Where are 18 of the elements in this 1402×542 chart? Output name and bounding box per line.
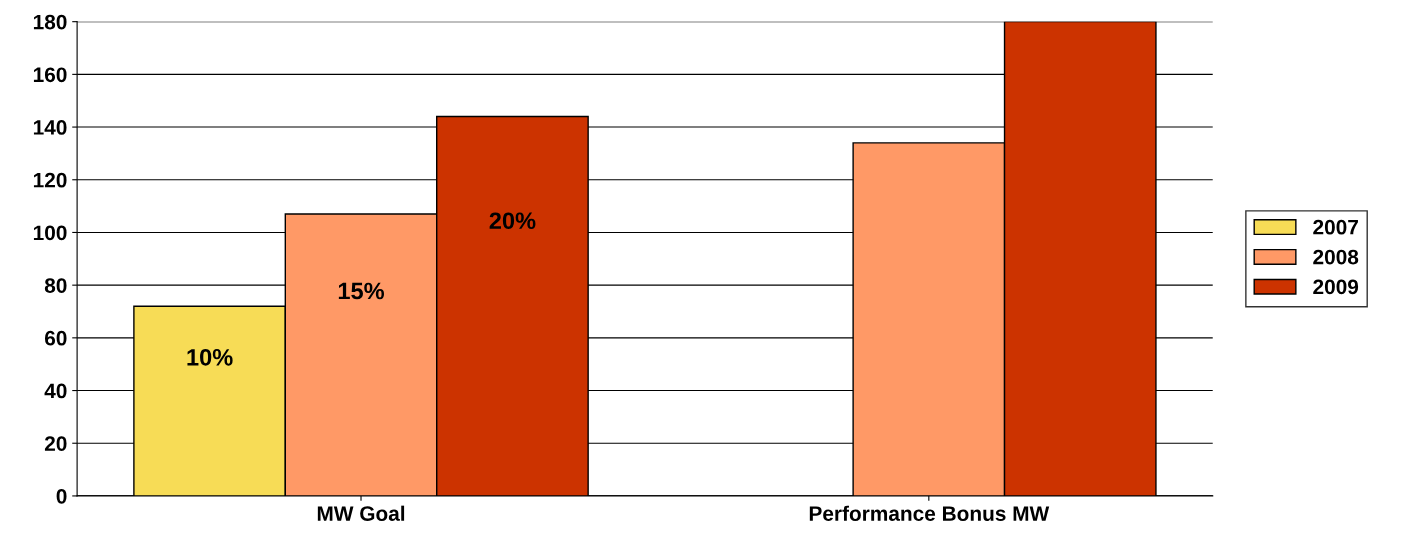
y-tick-label: 0 xyxy=(56,488,67,504)
x-tick-label: MW Goal xyxy=(317,505,405,521)
y-tick-label: 100 xyxy=(33,225,67,241)
legend-label: 2007 xyxy=(1313,219,1358,235)
y-tick-label: 140 xyxy=(33,120,67,135)
legend-label: 2009 xyxy=(1313,279,1359,295)
y-tick-label: 60 xyxy=(44,330,67,346)
y-tick-label: 120 xyxy=(33,172,67,188)
y-tick-label: 180 xyxy=(33,14,67,30)
y-tick-label: 40 xyxy=(44,383,67,399)
y-tick-label: 20 xyxy=(44,436,67,451)
y-tick-label: 160 xyxy=(33,67,67,83)
legend-label: 2008 xyxy=(1313,249,1359,265)
annotation: 20% xyxy=(489,212,536,230)
y-tick-label: 80 xyxy=(44,278,67,293)
annotation: 10% xyxy=(187,348,233,366)
annotation: 15% xyxy=(338,282,385,300)
x-tick-label: Performance Bonus MW xyxy=(809,505,1050,521)
